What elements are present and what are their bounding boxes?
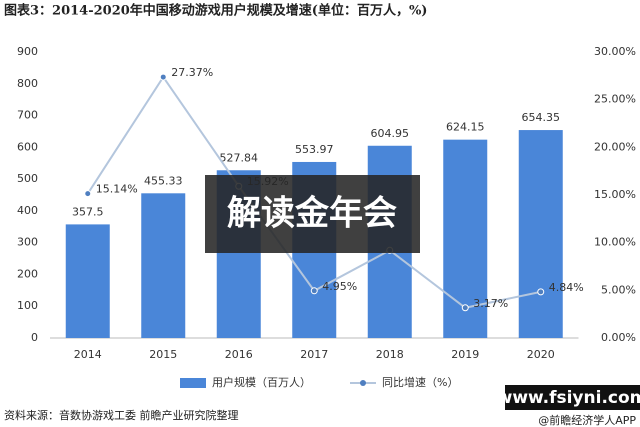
bar bbox=[518, 130, 563, 338]
x-tick-label: 2019 bbox=[451, 348, 479, 361]
bar bbox=[65, 224, 110, 338]
y-tick-label: 0 bbox=[31, 331, 38, 344]
line-marker bbox=[84, 190, 92, 198]
legend-label: 同比增速（%） bbox=[382, 375, 458, 389]
overlay-box bbox=[205, 175, 420, 253]
line-value-label: 27.37% bbox=[171, 66, 213, 79]
line-value-label: 15.14% bbox=[96, 183, 138, 196]
bar bbox=[141, 193, 186, 338]
line-marker bbox=[461, 304, 469, 312]
y-tick-label: 200 bbox=[17, 267, 38, 280]
y2-tick-label: 15.00% bbox=[594, 188, 636, 201]
bar-value-label: 624.15 bbox=[446, 121, 485, 134]
line-value-label: 4.95% bbox=[322, 280, 357, 293]
source: 资料来源：音数协游戏工委 前瞻产业研究院整理 bbox=[4, 408, 239, 422]
y2-tick-label: 5.00% bbox=[601, 283, 636, 296]
legend-label: 用户规模（百万人） bbox=[212, 375, 311, 389]
y2-tick-label: 0.00% bbox=[601, 331, 636, 344]
y-tick-label: 700 bbox=[17, 109, 38, 122]
bar-value-label: 455.33 bbox=[144, 174, 183, 187]
bar-value-label: 553.97 bbox=[295, 143, 334, 156]
chart-title: 图表3：2014-2020年中国移动游戏用户规模及增速(单位：百万人，%) bbox=[4, 3, 427, 19]
x-tick-label: 2015 bbox=[149, 348, 177, 361]
y2-tick-label: 30.00% bbox=[594, 45, 636, 58]
line-value-label: 4.84% bbox=[549, 281, 584, 294]
y-tick-label: 400 bbox=[17, 204, 38, 217]
y2-tick-label: 25.00% bbox=[594, 93, 636, 106]
x-tick-label: 2016 bbox=[225, 348, 253, 361]
y-tick-label: 100 bbox=[17, 299, 38, 312]
x-tick-label: 2014 bbox=[74, 348, 102, 361]
x-tick-label: 2018 bbox=[376, 348, 404, 361]
credit: @前瞻经济学人APP bbox=[538, 413, 636, 427]
plot-area: 0 100 200 300 400 500 600 700 800 900 0.00% 5.00% 10… bbox=[17, 45, 636, 389]
bar-value-label: 527.84 bbox=[220, 151, 259, 164]
line-marker bbox=[537, 288, 545, 296]
y-tick-label: 900 bbox=[17, 45, 38, 58]
bar-value-label: 357.5 bbox=[72, 205, 104, 218]
line-value-label: 3.17% bbox=[473, 297, 508, 310]
y-tick-label: 300 bbox=[17, 236, 38, 249]
line-marker bbox=[159, 73, 167, 81]
y2-tick-label: 20.00% bbox=[594, 140, 636, 153]
legend-swatch bbox=[180, 378, 206, 388]
y2-tick-label: 10.00% bbox=[594, 236, 636, 249]
line-marker bbox=[310, 287, 318, 295]
y-tick-label: 500 bbox=[17, 172, 38, 185]
overlay-text: 解读金年会 bbox=[227, 194, 397, 234]
y-tick-label: 800 bbox=[17, 77, 38, 90]
x-tick-label: 2020 bbox=[527, 348, 555, 361]
bar-value-label: 604.95 bbox=[371, 127, 410, 140]
bar-value-label: 654.35 bbox=[522, 111, 561, 124]
x-tick-label: 2017 bbox=[300, 348, 328, 361]
watermark-box bbox=[505, 385, 640, 410]
y-tick-label: 600 bbox=[17, 140, 38, 153]
watermark: www.fsiyni.com bbox=[497, 388, 640, 408]
legend-marker bbox=[360, 380, 366, 386]
